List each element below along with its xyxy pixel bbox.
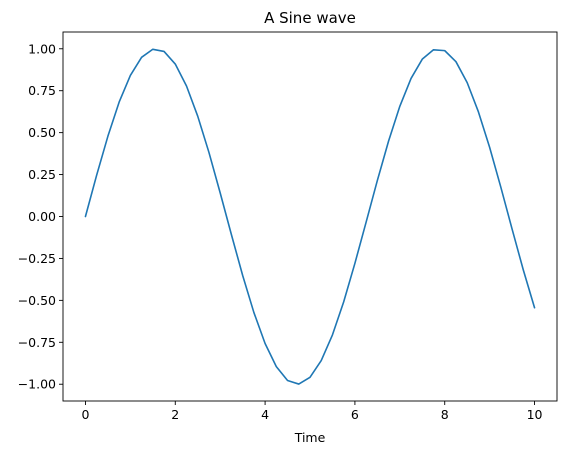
- y-tick-label: 0.50: [28, 125, 56, 140]
- y-tick-label: −0.75: [18, 335, 56, 350]
- y-tick-label: 1.00: [28, 41, 56, 56]
- x-tick-label: 4: [261, 407, 269, 422]
- y-tick-label: −0.50: [18, 293, 56, 308]
- x-tick-label: 8: [441, 407, 449, 422]
- x-tick-label: 10: [527, 407, 543, 422]
- y-tick-label: 0.00: [28, 209, 56, 224]
- y-tick-label: 0.75: [28, 83, 56, 98]
- x-tick-label: 2: [171, 407, 179, 422]
- y-tick-label: −1.00: [18, 377, 56, 392]
- chart-title: A Sine wave: [264, 9, 356, 27]
- x-tick-label: 6: [351, 407, 359, 422]
- y-tick-label: 0.25: [28, 167, 56, 182]
- x-axis-label: Time: [294, 430, 326, 445]
- series-line-0: [84, 48, 536, 385]
- x-tick-label: 0: [81, 407, 89, 422]
- plot-area: 0 2 4 6 8 10 −1.00 −0.75 −0.50 −0.25 0.00 0.25 0.50 0…: [18, 31, 558, 422]
- y-tick-label: −0.25: [18, 251, 56, 266]
